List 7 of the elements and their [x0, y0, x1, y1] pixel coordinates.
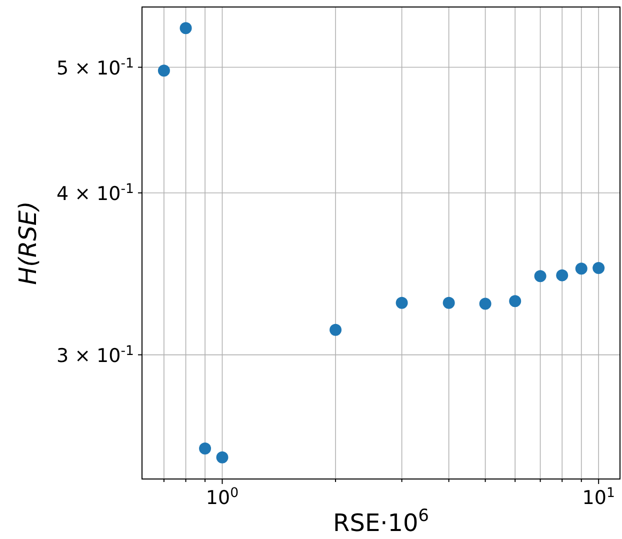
y-tick-label: 5 × 10$^{-1}$ [56, 56, 134, 80]
x-tick-label: 10$^{0}$ [206, 486, 239, 509]
y-axis-title: H(RSE) [14, 201, 42, 285]
y-tick-label: 4 × 10$^{-1}$ [56, 181, 134, 205]
x-axis-title: RSE·10$^{6}$ [333, 505, 429, 537]
y-tick-label: 3 × 10$^{-1}$ [56, 343, 134, 367]
x-tick-label: 10$^{1}$ [582, 486, 615, 509]
